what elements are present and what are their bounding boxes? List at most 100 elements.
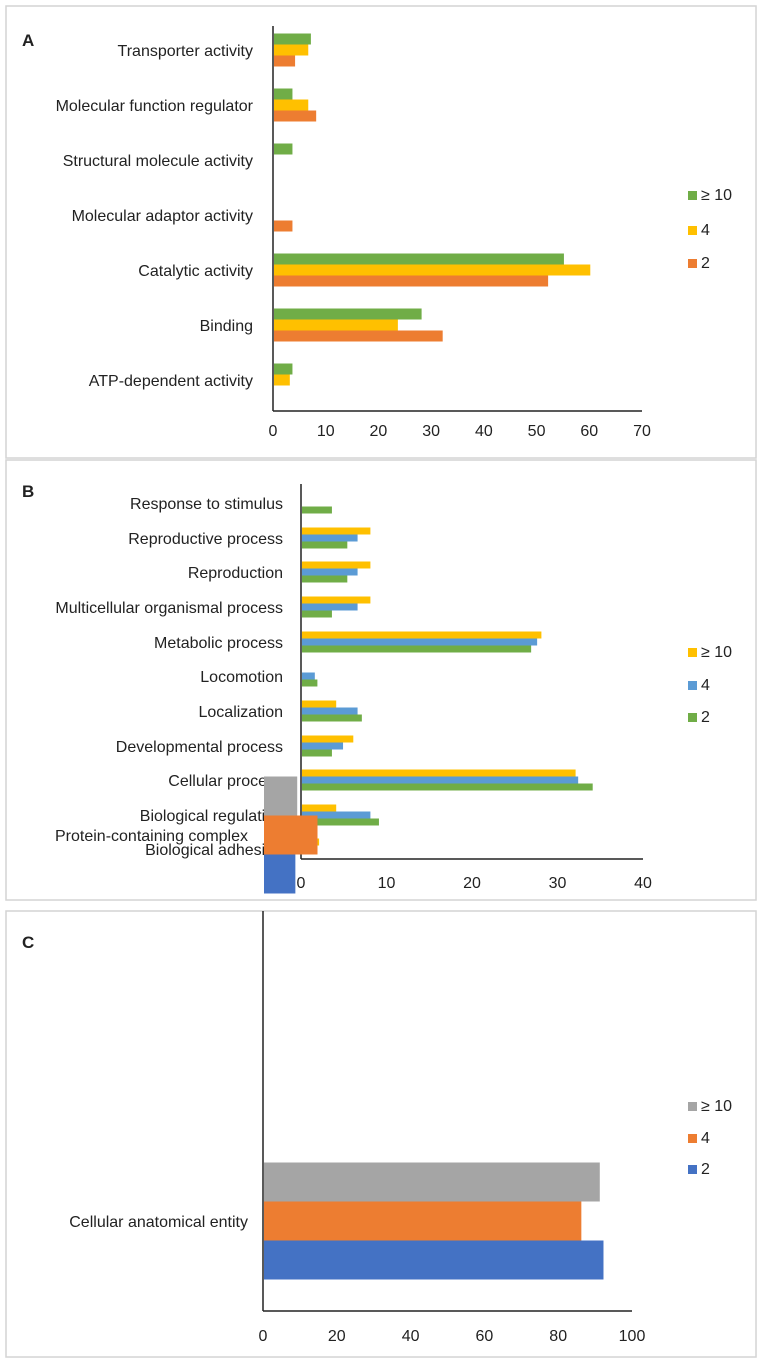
- x-tick-label: 50: [528, 423, 546, 440]
- x-tick-label: 10: [317, 423, 335, 440]
- legend-label: 4: [701, 1130, 710, 1147]
- bar-structural-molecule-activity-series-0: [274, 143, 293, 155]
- category-label: Developmental process: [116, 739, 283, 756]
- panel-frame: [5, 459, 757, 901]
- bar-biological-regulation-series-2: [302, 818, 379, 826]
- bar-catalytic-activity-series-2: [274, 275, 549, 287]
- panel-label: B: [22, 482, 34, 501]
- bar-cellular-anatomical-entity-series-0: [264, 1162, 600, 1202]
- bar-transporter-activity-series-0: [274, 33, 311, 45]
- x-tick-label: 70: [633, 423, 651, 440]
- bar-multicellular-organismal-process-series-0: [302, 596, 371, 604]
- legend-swatch: [688, 1134, 697, 1143]
- bar-protein-containing-complex-series-0: [264, 776, 298, 816]
- category-label: Molecular adaptor activity: [72, 208, 253, 225]
- bar-reproductive-process-series-1: [302, 534, 358, 542]
- x-tick-label: 30: [549, 875, 567, 892]
- category-label: Response to stimulus: [130, 496, 283, 513]
- x-tick-label: 100: [619, 1328, 646, 1345]
- bar-multicellular-organismal-process-series-1: [302, 603, 358, 611]
- bar-cellular-anatomical-entity-series-2: [264, 1240, 604, 1280]
- bar-reproduction-series-0: [302, 561, 371, 569]
- legend-label: 2: [701, 255, 710, 272]
- panel-label: A: [22, 31, 34, 50]
- x-tick-label: 60: [476, 1328, 494, 1345]
- bar-reproductive-process-series-0: [302, 527, 371, 535]
- category-label: Biological regulation: [140, 808, 283, 825]
- legend-label: 4: [701, 677, 710, 694]
- bar-binding-series-0: [274, 308, 422, 320]
- bar-cellular-process-series-0: [302, 769, 576, 777]
- bar-localization-series-1: [302, 707, 358, 715]
- x-tick-label: 0: [269, 423, 278, 440]
- category-label: Catalytic activity: [138, 263, 253, 280]
- x-tick-label: 80: [549, 1328, 567, 1345]
- category-label: Reproduction: [188, 565, 283, 582]
- legend-swatch: [688, 1165, 697, 1174]
- bar-localization-series-0: [302, 700, 337, 708]
- x-tick-label: 20: [328, 1328, 346, 1345]
- legend-swatch: [688, 681, 697, 690]
- category-label: Cellular process: [168, 773, 283, 790]
- panel-frame: [5, 5, 757, 459]
- bar-molecular-function-regulator-series-0: [274, 88, 293, 100]
- bar-multicellular-organismal-process-series-2: [302, 610, 332, 618]
- bar-biological-regulation-series-1: [302, 811, 371, 819]
- bar-locomotion-series-1: [302, 672, 315, 680]
- x-tick-label: 20: [370, 423, 388, 440]
- x-tick-label: 30: [422, 423, 440, 440]
- bar-binding-series-2: [274, 330, 443, 342]
- bar-reproductive-process-series-2: [302, 541, 348, 549]
- bar-catalytic-activity-series-1: [274, 264, 591, 276]
- bar-cellular-process-series-1: [302, 776, 579, 784]
- x-tick-label: 20: [463, 875, 481, 892]
- bar-developmental-process-series-0: [302, 735, 354, 743]
- category-label: Metabolic process: [154, 635, 283, 652]
- x-tick-label: 40: [475, 423, 493, 440]
- bar-molecular-adaptor-activity-series-2: [274, 220, 293, 232]
- legend-swatch: [688, 226, 697, 235]
- category-label: Protein-containing complex: [55, 828, 248, 845]
- category-label: Structural molecule activity: [63, 153, 253, 170]
- legend-label: ≥ 10: [701, 1098, 732, 1115]
- legend-swatch: [688, 1102, 697, 1111]
- x-tick-label: 0: [259, 1328, 268, 1345]
- panel-frame: [5, 910, 757, 1358]
- legend-swatch: [688, 259, 697, 268]
- bar-transporter-activity-series-1: [274, 44, 309, 56]
- x-tick-label: 60: [580, 423, 598, 440]
- category-label: Multicellular organismal process: [55, 600, 283, 617]
- bar-binding-series-1: [274, 319, 398, 331]
- category-label: Transporter activity: [118, 43, 253, 60]
- bar-transporter-activity-series-2: [274, 55, 296, 67]
- bar-developmental-process-series-1: [302, 742, 344, 750]
- bar-response-to-stimulus-series-2: [302, 506, 332, 514]
- bar-metabolic-process-series-2: [302, 645, 532, 653]
- bar-metabolic-process-series-1: [302, 638, 538, 646]
- legend-label: ≥ 10: [701, 644, 732, 661]
- category-label: Molecular function regulator: [56, 98, 254, 115]
- panel-label: C: [22, 933, 34, 952]
- bar-metabolic-process-series-0: [302, 631, 542, 639]
- bar-protein-containing-complex-series-2: [264, 854, 296, 894]
- x-tick-label: 40: [634, 875, 652, 892]
- category-label: Biological adhesion: [145, 842, 283, 859]
- x-tick-label: 10: [378, 875, 396, 892]
- legend-swatch: [688, 713, 697, 722]
- bar-atp-dependent-activity-series-1: [274, 374, 290, 386]
- bar-cellular-process-series-2: [302, 783, 593, 791]
- legend-label: ≥ 10: [701, 187, 732, 204]
- legend-swatch: [688, 648, 697, 657]
- bar-molecular-function-regulator-series-1: [274, 99, 309, 111]
- bar-reproduction-series-2: [302, 575, 348, 583]
- legend-label: 4: [701, 222, 710, 239]
- category-label: Binding: [200, 318, 253, 335]
- bar-locomotion-series-2: [302, 679, 318, 687]
- legend-swatch: [688, 191, 697, 200]
- x-tick-label: 0: [297, 875, 306, 892]
- bar-localization-series-2: [302, 714, 362, 722]
- bar-cellular-anatomical-entity-series-1: [264, 1201, 582, 1241]
- x-tick-label: 40: [402, 1328, 420, 1345]
- chart-panel-b: B 0 10 20 30 40 Response to stimulus Reproducti…: [5, 459, 757, 901]
